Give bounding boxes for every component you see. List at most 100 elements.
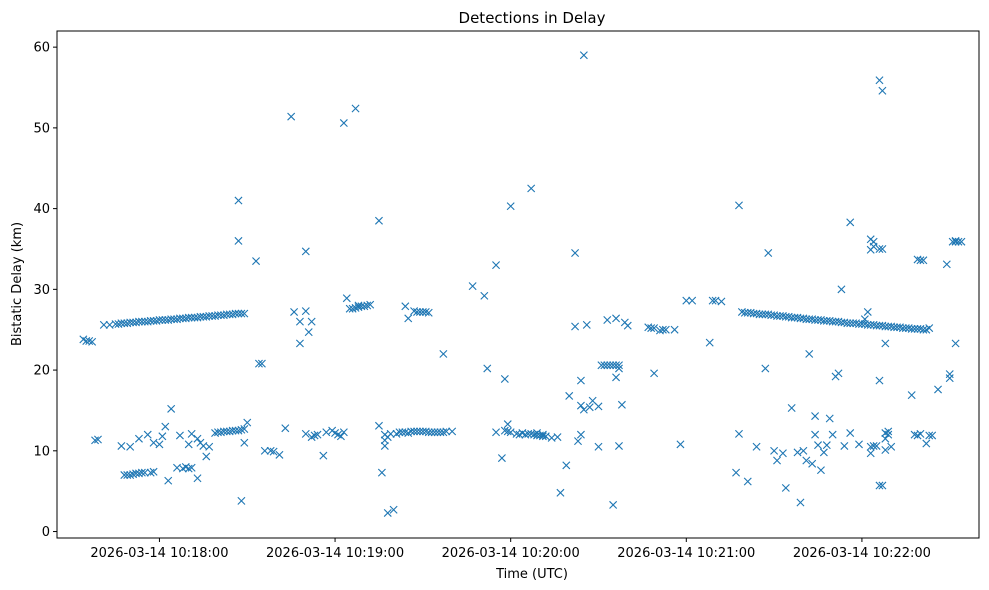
data-point (887, 442, 896, 451)
data-point (796, 498, 805, 507)
data-point (137, 317, 146, 326)
data-point (907, 324, 916, 333)
data-point (213, 311, 222, 320)
data-point (363, 301, 372, 310)
data-point (231, 309, 240, 318)
data-point (822, 441, 831, 450)
data-point (875, 244, 884, 253)
data-point (588, 396, 597, 405)
data-point (155, 316, 164, 325)
data-point (304, 328, 313, 337)
data-point (413, 427, 422, 436)
data-point (193, 474, 202, 483)
data-point (527, 184, 536, 193)
data-point (117, 441, 126, 450)
x-tick-label: 2026-03-14 10:18:00 (90, 546, 228, 561)
x-tick-label: 2026-03-14 10:21:00 (617, 546, 755, 561)
data-point (582, 320, 591, 329)
data-point (614, 441, 623, 450)
data-point (193, 434, 202, 443)
data-point (301, 307, 310, 316)
data-point (240, 425, 249, 433)
data-point (500, 426, 509, 435)
data-point (492, 261, 501, 270)
data-point (134, 434, 143, 443)
data-point (576, 376, 585, 385)
data-point (468, 282, 477, 291)
data-point (863, 307, 872, 316)
data-point (342, 294, 351, 303)
data-point (878, 86, 887, 95)
data-point (257, 359, 266, 368)
data-point (88, 337, 97, 346)
y-tick-label: 60 (33, 41, 50, 56)
y-tick-label: 30 (33, 283, 50, 298)
data-point (934, 385, 943, 394)
data-point (497, 454, 506, 463)
data-point (149, 438, 158, 447)
y-tick-label: 0 (42, 525, 50, 540)
data-point (301, 247, 310, 256)
data-point (184, 440, 193, 449)
data-point (576, 401, 585, 410)
data-point (374, 216, 383, 225)
data-point (281, 424, 290, 433)
data-point (240, 309, 249, 318)
data-point (143, 430, 152, 439)
data-point (117, 319, 126, 328)
data-point (439, 349, 448, 358)
data-point (781, 483, 790, 492)
data-point (506, 202, 515, 211)
data-point (603, 316, 612, 325)
data-points (79, 51, 966, 517)
data-point (126, 442, 135, 451)
data-point (126, 471, 135, 480)
data-point (413, 307, 422, 316)
data-point (374, 421, 383, 430)
data-point (383, 433, 392, 442)
data-point (752, 442, 761, 451)
data-point (898, 324, 907, 333)
data-point (828, 317, 837, 326)
y-tick-label: 40 (33, 202, 50, 217)
data-point (676, 440, 685, 449)
y-tick-label: 50 (33, 121, 50, 136)
data-point (301, 429, 310, 438)
data-point (846, 319, 855, 328)
data-point (571, 322, 580, 331)
data-point (770, 446, 779, 455)
data-point (603, 361, 612, 370)
data-point (916, 256, 925, 265)
data-point (951, 339, 960, 348)
data-point (890, 323, 899, 332)
data-point (945, 374, 954, 383)
data-point (778, 449, 787, 458)
data-point (922, 439, 931, 448)
data-point (565, 391, 574, 400)
data-point (424, 308, 433, 317)
data-point (93, 435, 102, 444)
data-point (533, 429, 542, 438)
data-point (907, 391, 916, 400)
data-point (237, 425, 246, 434)
data-point (503, 427, 512, 436)
data-point (597, 361, 606, 370)
data-point (579, 405, 588, 414)
data-point (866, 449, 875, 458)
data-point (348, 304, 357, 313)
data-point (866, 442, 875, 451)
data-point (553, 433, 562, 442)
data-point (205, 311, 214, 320)
data-point (872, 321, 881, 330)
data-point (860, 315, 869, 324)
data-point (670, 325, 679, 334)
data-point (290, 307, 299, 316)
data-point (187, 463, 196, 472)
data-point (307, 317, 316, 326)
data-point (878, 481, 887, 490)
data-point (793, 448, 802, 457)
data-point (410, 427, 419, 436)
data-point (222, 310, 231, 319)
data-point (594, 442, 603, 451)
